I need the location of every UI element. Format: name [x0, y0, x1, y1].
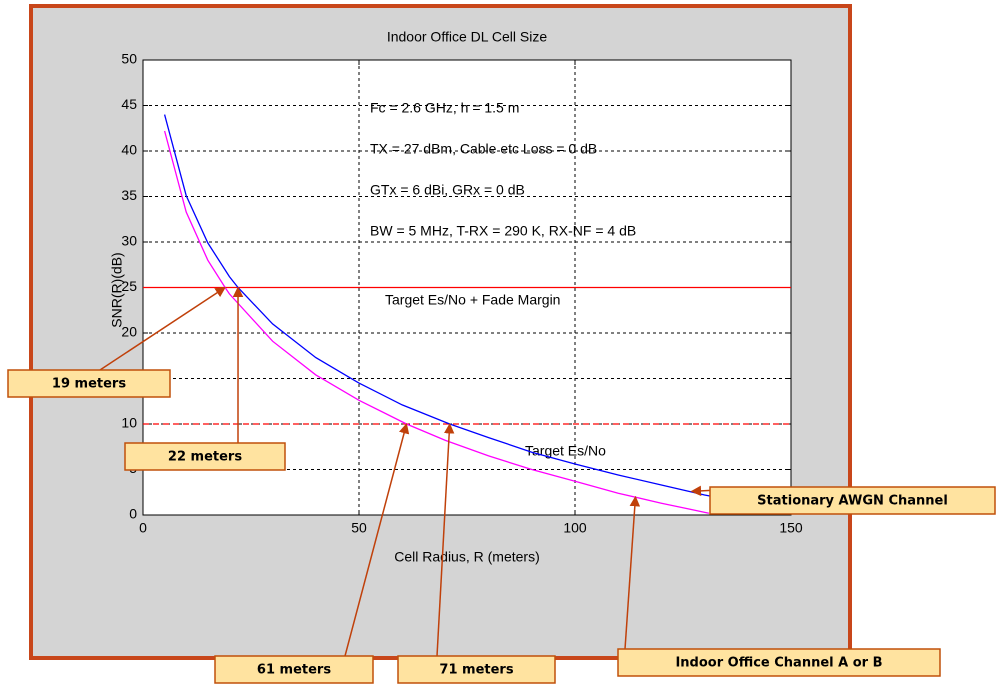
y-tick-label: 30 [121, 233, 137, 249]
parameter-note: Fc = 2.6 GHz, h = 1.5 m [370, 100, 519, 116]
parameter-note: BW = 5 MHz, T-RX = 290 K, RX-NF = 4 dB [370, 223, 636, 239]
annotation-label: 19 meters [52, 377, 126, 392]
y-tick-label: 45 [121, 96, 137, 112]
annotation-label: Stationary AWGN Channel [757, 494, 948, 509]
reference-label: Target Es/No [525, 443, 606, 459]
chart-title: Indoor Office DL Cell Size [387, 29, 548, 45]
annotation-label: Indoor Office Channel A or B [675, 656, 882, 671]
x-tick-label: 0 [139, 520, 147, 536]
parameter-note: GTx = 6 dBi, GRx = 0 dB [370, 182, 525, 198]
annotation-label: 22 meters [168, 450, 242, 465]
parameter-note: TX = 27 dBm, Cable etc Loss = 0 dB [370, 141, 597, 157]
x-tick-label: 150 [779, 520, 803, 536]
x-tick-label: 50 [351, 520, 367, 536]
annotation-label: 71 meters [439, 663, 513, 678]
x-tick-label: 100 [563, 520, 587, 536]
y-tick-label: 20 [121, 324, 137, 340]
annotation-label: 61 meters [257, 663, 331, 678]
reference-label: Target Es/No + Fade Margin [385, 292, 560, 308]
y-tick-label: 25 [121, 278, 137, 294]
y-tick-label: 0 [129, 506, 137, 522]
y-tick-label: 40 [121, 142, 137, 158]
y-tick-label: 50 [121, 51, 137, 67]
y-tick-label: 35 [121, 187, 137, 203]
y-tick-label: 10 [121, 415, 137, 431]
x-axis-label: Cell Radius, R (meters) [394, 549, 539, 565]
